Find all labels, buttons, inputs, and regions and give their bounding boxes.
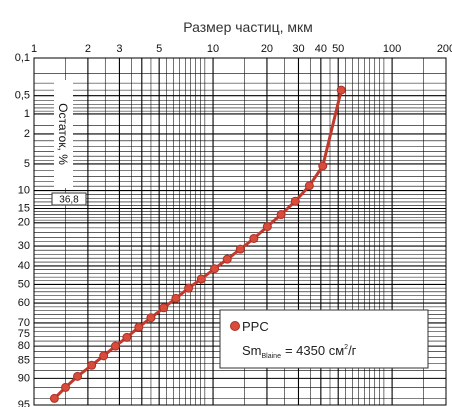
data-point (99, 351, 109, 361)
data-point (276, 210, 286, 220)
data-point (49, 393, 59, 403)
legend-sm-prefix: Sm (242, 343, 262, 358)
y-tick-label: 5 (24, 158, 30, 170)
reference-marker: 36,8 (51, 192, 87, 206)
y-axis-label-background (54, 80, 73, 188)
chart-title: Размер частиц, мкм (183, 19, 313, 35)
y-tick-label: 80 (18, 340, 30, 352)
data-point (304, 181, 314, 191)
data-point (146, 313, 156, 323)
legend-marker (230, 321, 240, 331)
data-point (318, 161, 328, 171)
x-tick-label: 20 (261, 43, 273, 55)
data-point (110, 341, 120, 351)
y-tick-label: 0,5 (15, 90, 30, 102)
data-point (73, 371, 83, 381)
legend-series-name: PPC (242, 319, 269, 334)
x-tick-label: 50 (332, 43, 344, 55)
x-tick-label: 200 (437, 43, 452, 55)
x-tick-label: 1 (31, 43, 37, 55)
reference-marker-label: 36,8 (59, 195, 79, 206)
y-tick-label: 10 (18, 184, 30, 196)
data-point (262, 222, 272, 232)
data-point (184, 283, 194, 293)
y-tick-label: 1 (24, 108, 30, 120)
y-tick-label: 30 (18, 240, 30, 252)
legend-sm-sup: 2 (344, 344, 348, 351)
reference-marker-box (51, 192, 87, 206)
x-tick-label: 30 (292, 43, 304, 55)
legend-sm-subscript: Blaine (262, 353, 282, 360)
legend-sm-value: = 4350 см (285, 343, 344, 358)
y-tick-label: 90 (18, 372, 30, 384)
x-tick-label: 100 (383, 43, 401, 55)
plot-frame (33, 57, 447, 406)
y-axis-label-text: Остаток, % (56, 103, 70, 165)
y-tick-label: 20 (18, 217, 30, 229)
data-point (336, 85, 346, 95)
data-point (249, 233, 259, 243)
y-tick-label: 70 (18, 317, 30, 329)
y-axis-label: Остаток, % (54, 80, 73, 188)
y-tick-label: 50 (18, 278, 30, 290)
legend: PPC SmBlaine = 4350 см2/г (219, 309, 429, 369)
series-ppc (49, 85, 346, 403)
data-point (159, 303, 169, 313)
data-point (210, 264, 220, 274)
data-point (290, 196, 300, 206)
legend-box (219, 309, 429, 369)
x-tick-label: 40 (315, 43, 327, 55)
y-tick-label: 85 (18, 354, 30, 366)
data-point (196, 274, 206, 284)
y-tick-label: 40 (18, 260, 30, 272)
data-point (61, 382, 71, 392)
data-point (134, 322, 144, 332)
y-tick-label: 15 (18, 202, 30, 214)
x-tick-label: 3 (116, 43, 122, 55)
data-point (171, 293, 181, 303)
data-point (122, 332, 132, 342)
legend-specific-surface: SmBlaine = 4350 см2/г (242, 343, 357, 360)
y-tick-label: 95 (18, 399, 30, 407)
x-tick-label: 2 (85, 43, 91, 55)
data-point (222, 254, 232, 264)
x-tick-labels: 1 2 3 5 10 20 30 40 50 100 200 (31, 43, 452, 55)
data-point (87, 360, 97, 370)
y-tick-label: 75 (18, 328, 30, 340)
x-tick-label: 10 (207, 43, 219, 55)
y-tick-label: 2 (24, 128, 30, 140)
x-tick-label: 5 (156, 43, 162, 55)
legend-sm-unit: /г (348, 343, 357, 358)
data-point (235, 244, 245, 254)
y-tick-label: 60 (18, 297, 30, 309)
y-tick-label: 0,1 (15, 52, 30, 64)
